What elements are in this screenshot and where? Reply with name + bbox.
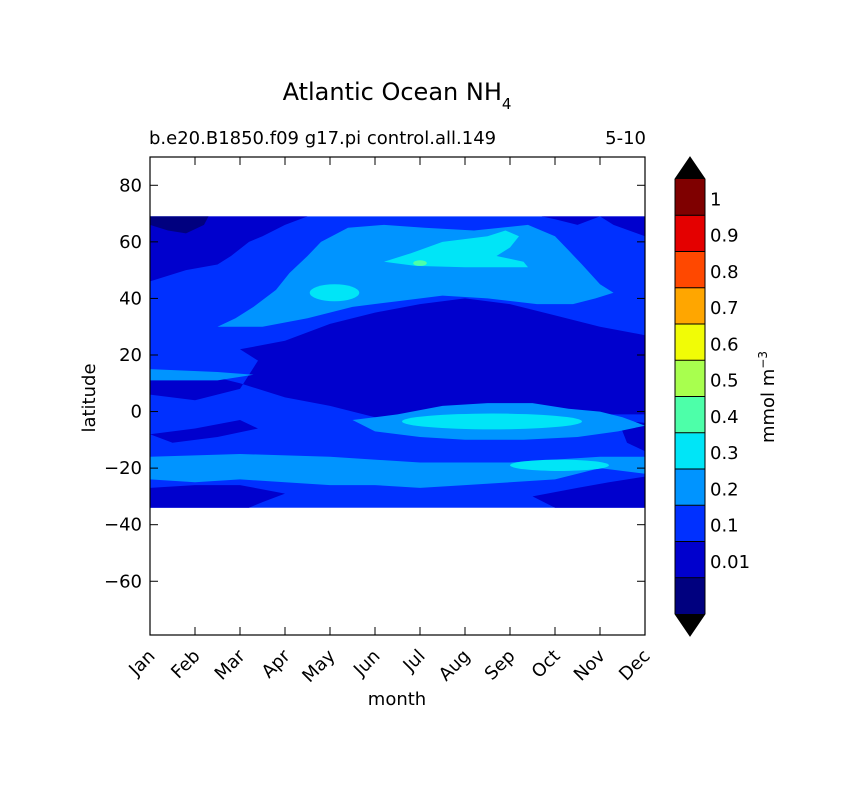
y-axis-label: latitude [79, 363, 100, 432]
x-tick-label: Aug [435, 646, 475, 686]
x-tick-label: Dec [615, 646, 654, 685]
contour-region [413, 260, 427, 266]
colorbar-tick-label: 1 [710, 189, 721, 210]
contour-region [150, 369, 254, 381]
contour-region [150, 216, 209, 234]
colorbar-tick-label: 0.1 [710, 516, 739, 537]
y-tick-label: −60 [104, 571, 142, 592]
contour-region [532, 476, 645, 508]
x-tick-label: Oct [528, 646, 565, 683]
colorbar-swatch [675, 505, 705, 542]
y-tick-label: −20 [104, 458, 142, 479]
contour-region [150, 485, 285, 508]
colorbar-tick-label: 0.5 [710, 371, 739, 392]
y-tick-label: 20 [119, 345, 142, 366]
colorbar-tick-label: 0.9 [710, 226, 739, 247]
x-tick-label: Nov [570, 645, 610, 685]
y-tick-label: 80 [119, 175, 142, 196]
colorbar-swatch [675, 287, 705, 325]
colorbar-extend-top [675, 157, 705, 179]
contour-region [402, 413, 582, 430]
colorbar-tick-label: 0.4 [710, 407, 739, 428]
plot-area: Jan Feb Mar Apr May Jun Jul Aug Sep Oct Nov Dec 80 6… [104, 156, 655, 687]
y-tick-label: 60 [119, 232, 142, 253]
colorbar-tick-label: 0.7 [710, 298, 739, 319]
x-tick-label: Sep [481, 646, 520, 685]
colorbar-swatch [675, 324, 705, 361]
colorbar-tick-label: 0.2 [710, 479, 739, 500]
colorbar-tick-label: 0.01 [710, 552, 750, 573]
x-tick-label: Jun [349, 646, 384, 681]
y-tick-label: −40 [104, 515, 142, 536]
contour-region [510, 459, 609, 471]
colorbar-swatch [675, 215, 705, 252]
x-tick-label: May [298, 645, 339, 686]
x-tick-label: Apr [258, 645, 295, 682]
colorbar-extend-bottom [675, 614, 705, 636]
contour-region [217, 224, 614, 327]
y-axis: 80 60 40 20 0 −20 −40 −60 [104, 175, 645, 592]
colorbar-swatch [675, 541, 705, 579]
colorbar-swatch [675, 360, 705, 397]
plot-frame [149, 156, 646, 636]
colorbar-swatch [675, 179, 705, 216]
chart-title: Atlantic Ocean NH4 [283, 78, 512, 113]
colorbar-label: mmol m−3 [756, 351, 779, 443]
colorbar: 0.01 0.1 0.2 0.3 0.4 0.5 0.6 0.7 0.8 0.9 1 [674, 156, 750, 637]
x-tick-label: Jul [399, 646, 430, 677]
contour-region [384, 230, 528, 268]
chart-subtitle-right: 5-10 [605, 128, 646, 149]
y-tick-label: 0 [131, 402, 142, 423]
colorbar-swatch [675, 432, 705, 470]
contour-fill-layer [150, 216, 645, 508]
colorbar-tick-label: 0.8 [710, 262, 739, 283]
colorbar-outline [674, 156, 706, 637]
contour-region [150, 298, 645, 423]
colorbar-tick-label: 0.3 [710, 443, 739, 464]
colorbar-swatch [675, 469, 705, 506]
chart-subtitle-left: b.e20.B1850.f09 g17.pi control.all.149 [149, 128, 496, 149]
x-tick-label: Feb [167, 646, 204, 683]
colorbar-tick-label: 0.6 [710, 334, 739, 355]
contour-region [150, 420, 258, 443]
x-tick-label: Mar [211, 645, 250, 684]
x-tick-label: Jan [124, 646, 159, 681]
x-axis-label: month [368, 689, 426, 710]
colorbar-swatch [675, 396, 705, 434]
y-tick-label: 40 [119, 288, 142, 309]
colorbar-swatch [675, 251, 705, 289]
colorbar-swatch [675, 577, 705, 615]
contour-region [309, 284, 360, 302]
